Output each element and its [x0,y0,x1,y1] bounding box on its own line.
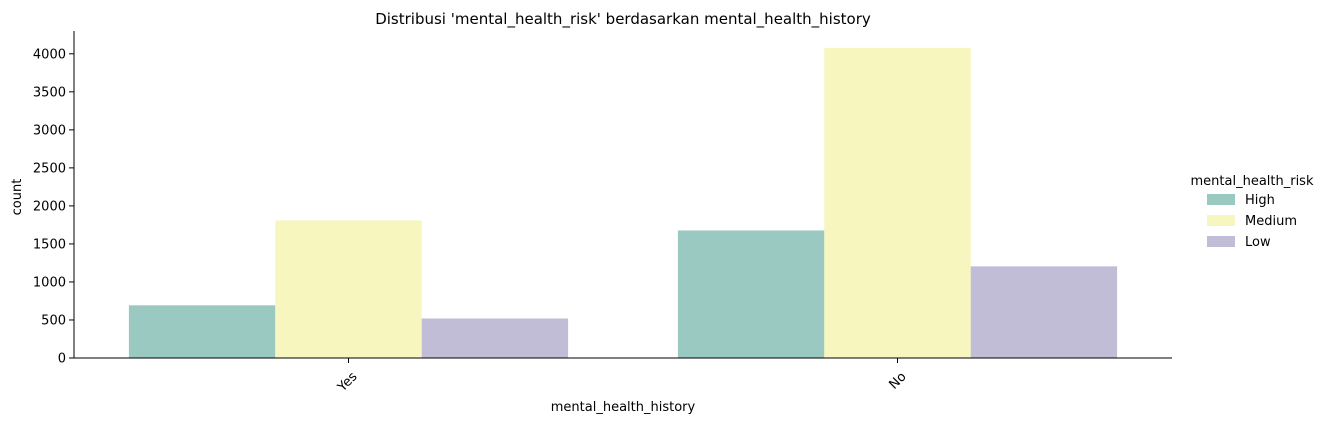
legend-swatch-high [1207,194,1235,205]
bar-low-no [970,266,1118,358]
y-tick-label: 2000 [33,199,66,214]
legend-items: High Medium Low [1207,193,1297,250]
y-tick-label: 0 [58,352,66,367]
x-tick-label: No [886,369,909,392]
y-tick-label: 3500 [33,85,66,100]
chart-title: Distribusi 'mental_health_risk' berdasar… [375,10,871,29]
y-tick-label: 3000 [33,123,66,138]
legend-label-medium: Medium [1245,214,1297,229]
y-axis-label: count [10,179,25,216]
bar-high-no [677,230,825,358]
bars-layer [128,47,1118,358]
x-ticks: Yes No [334,358,910,396]
x-axis-label: mental_health_history [551,400,696,415]
bar-medium-yes [275,220,422,358]
legend-swatch-low [1207,236,1235,247]
legend-swatch-medium [1207,215,1235,226]
axes-layer [73,31,1172,359]
y-ticks: 0 500 1000 1500 2000 2500 3000 3500 4000 [33,47,74,367]
legend-label-low: Low [1245,235,1271,250]
bar-medium-no [824,47,971,358]
legend-label-high: High [1245,193,1275,208]
legend-title: mental_health_risk [1191,174,1314,189]
legend: mental_health_risk High Medium Low [1191,174,1314,250]
y-tick-label: 2500 [33,161,66,176]
y-tick-label: 1000 [33,275,66,290]
bar-low-yes [421,318,569,358]
y-tick-label: 1500 [33,237,66,252]
x-tick-label: Yes [334,369,360,395]
bar-high-yes [128,305,276,358]
y-tick-label: 4000 [33,47,66,62]
y-tick-label: 500 [41,313,66,328]
